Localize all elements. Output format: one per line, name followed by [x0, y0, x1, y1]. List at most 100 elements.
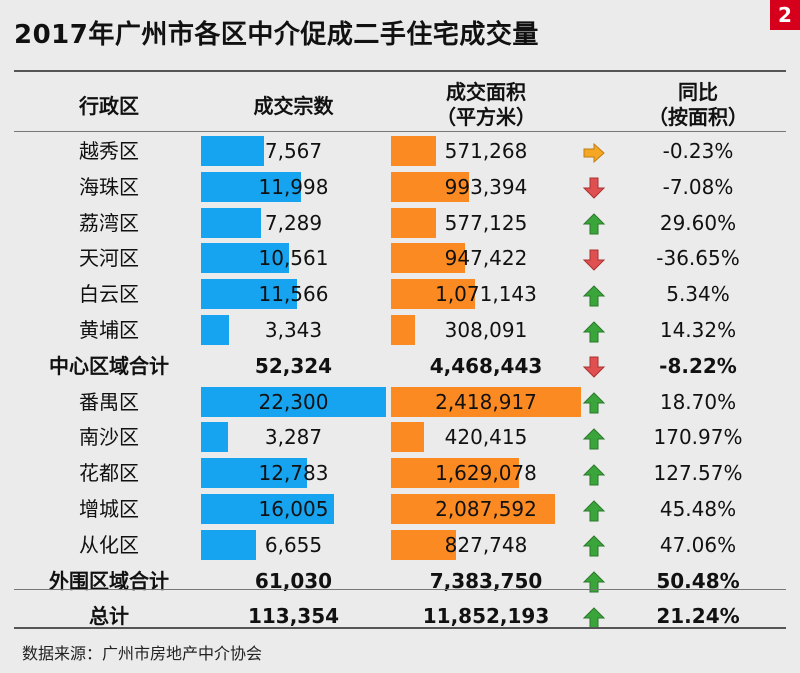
- area-value: 308,091: [444, 318, 528, 342]
- area-value: 993,394: [444, 174, 528, 199]
- table-row: 天河区 10,561 947,422 -36.65%: [14, 240, 786, 276]
- count-bar: [201, 315, 229, 345]
- count-bar: [201, 386, 386, 417]
- district-label: 黄埔区: [79, 318, 139, 342]
- count-bar: [201, 422, 229, 453]
- count-value: 7,567: [264, 139, 323, 163]
- area-value: 11,852,193: [422, 604, 550, 629]
- district-label: 总计: [89, 604, 129, 629]
- count-bar: [201, 207, 262, 238]
- yoy-value: 21.24%: [656, 604, 740, 629]
- chart-title: 2017年广州市各区中介促成二手住宅成交量: [14, 20, 539, 50]
- table-row: 增城区 16,005 2,087,592 45.48%: [14, 491, 786, 527]
- count-value: 52,324: [254, 353, 333, 378]
- right-arrow-icon: [580, 133, 608, 169]
- table-row: 总计 113,354 11,852,193 21.24%: [14, 598, 786, 634]
- area-bar: [391, 422, 425, 453]
- area-value: 1,629,078: [435, 461, 537, 486]
- area-value: 7,383,750: [429, 568, 543, 593]
- yoy-value: 47.06%: [659, 532, 737, 557]
- table-row: 黄埔区 3,343 308,091 14.32%: [14, 312, 786, 348]
- up-arrow-icon: [580, 563, 608, 599]
- down-arrow-icon: [580, 240, 608, 276]
- district-label: 海珠区: [79, 174, 139, 199]
- count-value: 11,566: [258, 282, 329, 307]
- count-value: 16,005: [258, 497, 329, 521]
- header-area-line2: （平方米）: [436, 105, 536, 129]
- header-top-rule: [14, 70, 786, 72]
- up-arrow-icon: [580, 312, 608, 348]
- count-value: 61,030: [254, 568, 333, 593]
- district-label: 中心区域合计: [49, 353, 169, 378]
- table-row: 白云区 11,566 1,071,143 5.34%: [14, 276, 786, 312]
- area-bar: [391, 494, 555, 524]
- district-label: 越秀区: [79, 139, 139, 163]
- count-value: 113,354: [247, 604, 340, 629]
- yoy-value: 170.97%: [653, 425, 743, 450]
- table-row: 番禺区 22,300 2,418,917 18.70%: [14, 384, 786, 420]
- area-value: 827,748: [444, 532, 528, 557]
- table-row: 外围区域合计 61,030 7,383,750 50.48%: [14, 563, 786, 599]
- area-value: 2,087,592: [435, 497, 537, 521]
- total-top-rule: [14, 589, 786, 590]
- table-row: 荔湾区 7,289 577,125 29.60%: [14, 205, 786, 241]
- header-area-line1: 成交面积: [446, 80, 526, 104]
- area-value: 1,071,143: [435, 282, 537, 307]
- area-value: 420,415: [444, 425, 528, 450]
- count-value: 22,300: [258, 389, 329, 414]
- area-bar: [391, 386, 581, 417]
- area-value: 571,268: [444, 139, 528, 163]
- count-value: 12,783: [258, 461, 329, 486]
- area-value: 577,125: [444, 210, 528, 235]
- yoy-value: -8.22%: [659, 353, 737, 378]
- header-district: 行政区: [79, 94, 139, 118]
- count-bar: [201, 529, 257, 560]
- district-label: 南沙区: [79, 425, 139, 450]
- yoy-value: 29.60%: [659, 210, 737, 235]
- district-label: 从化区: [79, 532, 139, 557]
- area-bar: [391, 136, 436, 166]
- count-value: 11,998: [258, 174, 329, 199]
- yoy-value: -0.23%: [662, 139, 734, 163]
- source-note: 数据来源：广州市房地产中介协会: [22, 644, 263, 663]
- district-label: 天河区: [79, 246, 139, 271]
- area-bar: [391, 315, 416, 345]
- area-bar: [391, 207, 437, 238]
- up-arrow-icon: [580, 384, 608, 420]
- header-yoy-line2: （按面积）: [648, 105, 748, 129]
- yoy-value: 14.32%: [659, 318, 737, 342]
- count-bar: [201, 243, 289, 274]
- yoy-value: 127.57%: [653, 461, 743, 486]
- table-bottom-rule: [14, 627, 786, 629]
- count-value: 10,561: [258, 246, 329, 271]
- yoy-value: 45.48%: [659, 497, 737, 521]
- district-label: 白云区: [79, 282, 139, 307]
- count-bar: [201, 279, 297, 310]
- table-row: 越秀区 7,567 571,268 -0.23%: [14, 133, 786, 169]
- table-row: 海珠区 11,998 993,394 -7.08%: [14, 169, 786, 205]
- count-bar: [201, 458, 308, 489]
- table-row: 花都区 12,783 1,629,078 127.57%: [14, 455, 786, 491]
- down-arrow-icon: [580, 348, 608, 384]
- area-bar: [391, 458, 519, 489]
- area-value: 4,468,443: [429, 353, 543, 378]
- area-bar: [391, 529, 457, 560]
- count-value: 7,289: [264, 210, 323, 235]
- yoy-value: 50.48%: [656, 568, 740, 593]
- header-yoy-line1: 同比: [678, 80, 718, 104]
- page-badge: 2: [770, 0, 800, 30]
- district-label: 荔湾区: [79, 210, 139, 235]
- district-label: 增城区: [79, 497, 139, 521]
- yoy-value: -36.65%: [656, 246, 740, 271]
- count-value: 3,343: [264, 318, 323, 342]
- district-label: 外围区域合计: [49, 568, 169, 593]
- yoy-value: 18.70%: [659, 389, 737, 414]
- table-row: 中心区域合计 52,324 4,468,443 -8.22%: [14, 348, 786, 384]
- area-bar: [391, 243, 466, 274]
- district-label: 花都区: [79, 461, 139, 486]
- up-arrow-icon: [580, 419, 608, 455]
- table-row: 南沙区 3,287 420,415 170.97%: [14, 419, 786, 455]
- district-label: 番禺区: [79, 389, 139, 414]
- up-arrow-icon: [580, 276, 608, 312]
- up-arrow-icon: [580, 527, 608, 563]
